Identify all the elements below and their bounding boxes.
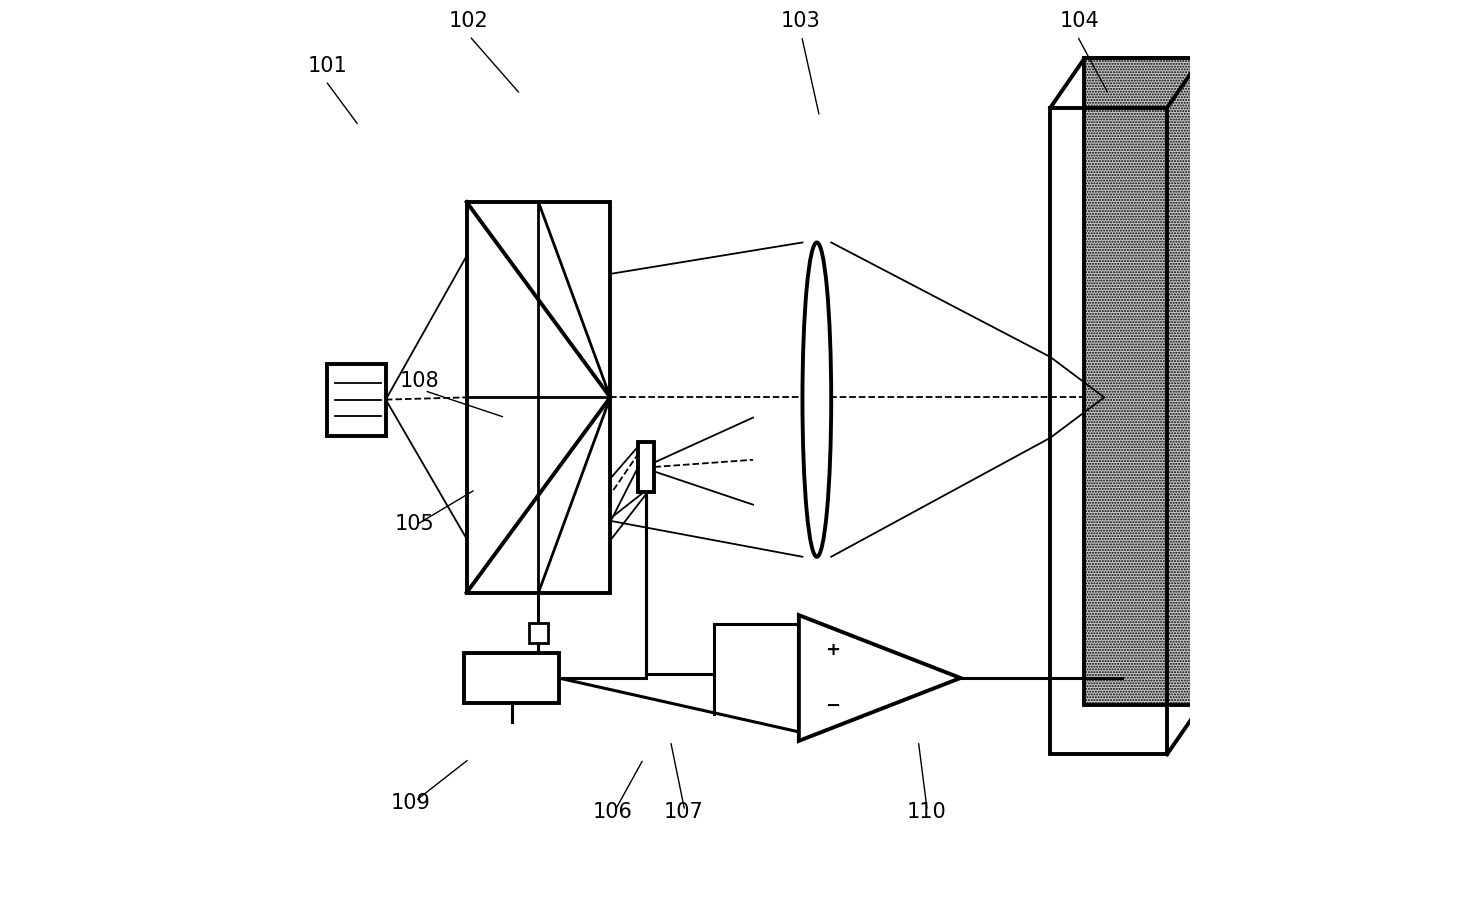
Text: 103: 103 <box>780 12 820 31</box>
Polygon shape <box>798 615 961 741</box>
Text: 108: 108 <box>400 371 438 391</box>
Bar <box>465 654 558 702</box>
Text: +: + <box>825 640 841 659</box>
Text: 105: 105 <box>395 515 434 534</box>
Text: 101: 101 <box>308 57 348 76</box>
Bar <box>529 623 548 643</box>
Text: 109: 109 <box>391 793 429 813</box>
Text: −: − <box>825 697 841 716</box>
Ellipse shape <box>803 242 831 557</box>
Bar <box>327 364 385 436</box>
Bar <box>638 443 655 492</box>
Text: 107: 107 <box>663 802 703 822</box>
Text: 104: 104 <box>1059 12 1099 31</box>
Text: 110: 110 <box>906 802 946 822</box>
Bar <box>467 202 610 593</box>
Bar <box>1084 58 1201 705</box>
Text: 106: 106 <box>592 802 632 822</box>
Bar <box>1050 108 1167 754</box>
Text: 102: 102 <box>449 12 489 31</box>
